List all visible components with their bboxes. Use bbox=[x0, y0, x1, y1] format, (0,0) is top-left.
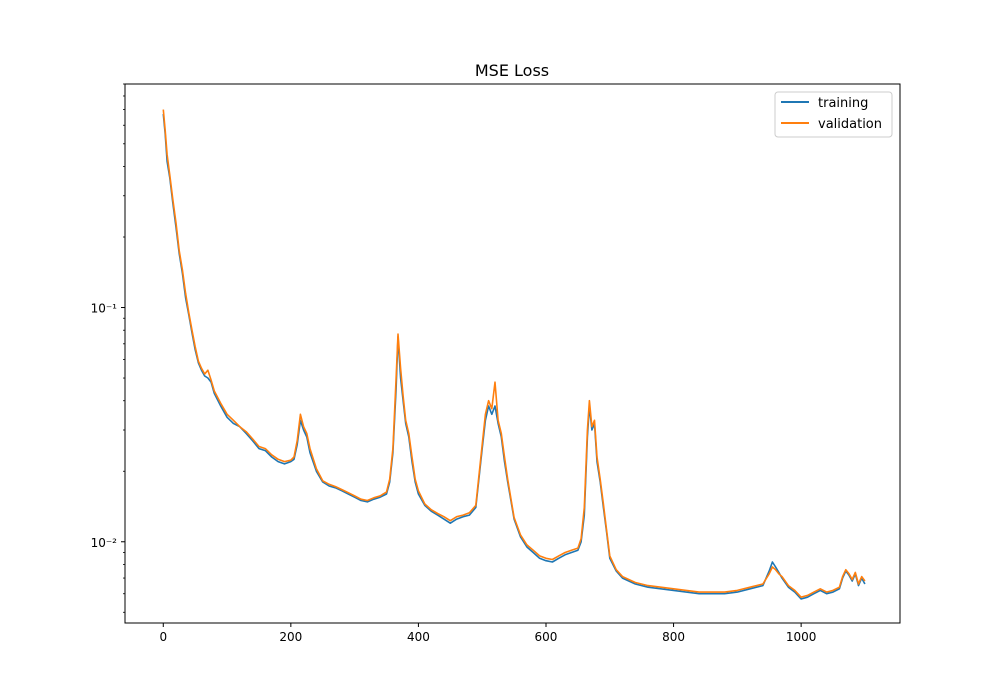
chart-title: MSE Loss bbox=[475, 61, 549, 80]
x-tick-label: 1000 bbox=[786, 630, 817, 644]
axes-layer: 0 200 400 600 800 1000 10⁻² 10⁻¹ bbox=[91, 83, 817, 644]
x-tick-label: 600 bbox=[535, 630, 558, 644]
x-tick-label: 800 bbox=[662, 630, 685, 644]
x-tick-label: 400 bbox=[407, 630, 430, 644]
legend-label-validation: validation bbox=[818, 117, 882, 132]
legend-label-training: training bbox=[818, 96, 868, 111]
series-line-training bbox=[162, 113, 866, 600]
series-layer bbox=[162, 109, 866, 600]
y-tick-label: 10⁻¹ bbox=[91, 302, 118, 316]
x-tick-label: 0 bbox=[159, 630, 167, 644]
y-tick-label: 10⁻² bbox=[91, 536, 118, 550]
series-line-validation bbox=[162, 109, 866, 598]
legend-box bbox=[774, 91, 893, 138]
legend: training validation bbox=[774, 91, 893, 138]
x-tick-label: 200 bbox=[279, 630, 302, 644]
plot-frame bbox=[124, 83, 901, 624]
